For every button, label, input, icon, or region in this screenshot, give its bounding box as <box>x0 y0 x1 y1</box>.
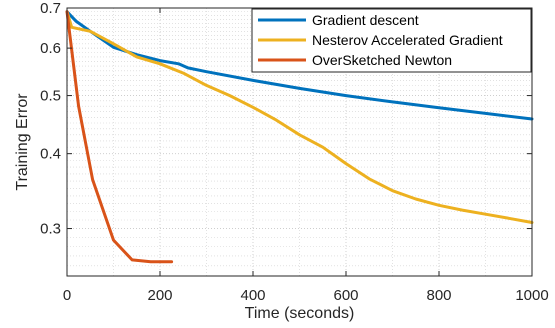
x-tick-label: 0 <box>63 287 71 304</box>
x-tick-label: 1000 <box>515 287 548 304</box>
y-tick-label: 0.7 <box>40 0 61 17</box>
y-tick-label: 0.6 <box>40 40 61 57</box>
axis-ticks <box>66 7 533 276</box>
y-tick-label: 0.5 <box>40 88 61 105</box>
x-tick-label: 200 <box>147 287 172 304</box>
y-tick-label: 0.3 <box>40 221 61 238</box>
legend-label-nesterov: Nesterov Accelerated Gradient <box>312 32 503 48</box>
x-tick-label: 400 <box>240 287 265 304</box>
legend-label-gradient-descent: Gradient descent <box>312 12 419 28</box>
x-tick-label: 800 <box>426 287 451 304</box>
x-tick-label: 600 <box>333 287 358 304</box>
y-tick-label: 0.4 <box>40 146 61 163</box>
oversketched-newton-line <box>65 10 174 264</box>
gradient-descent-line <box>65 10 534 121</box>
legend-label-oversketched-newton: OverSketched Newton <box>312 52 452 68</box>
series-layer <box>65 10 534 264</box>
tick-labels: 0 200 400 600 800 1000 0.3 0.4 0.5 0.6 0.7 <box>40 0 549 304</box>
legend: Gradient descent Nesterov Accelerated Gr… <box>251 8 532 73</box>
y-axis-label: Training Error <box>14 93 31 191</box>
x-axis-label: Time (seconds) <box>245 305 355 322</box>
nesterov-line <box>65 10 534 224</box>
plot-frame <box>66 7 533 277</box>
